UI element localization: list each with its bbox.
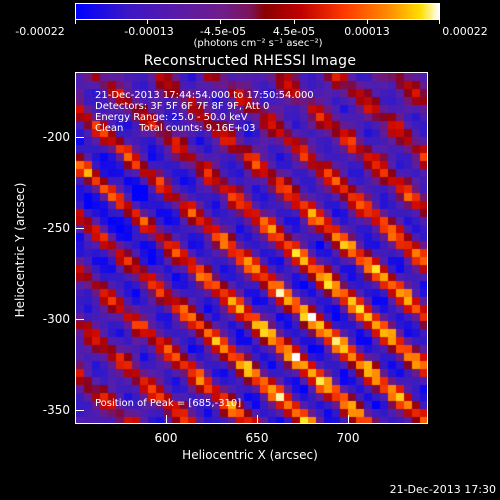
colorbar-tick-label: -4.5e-05 bbox=[199, 25, 247, 38]
colorbar-tick-label: 0.00013 bbox=[344, 25, 390, 38]
x-tick-label: 650 bbox=[245, 431, 269, 445]
x-axis-label: Heliocentric X (arcsec) bbox=[182, 448, 318, 462]
time-range-annotation: 21-Dec-2013 17:44:54.000 to 17:50:54.000 bbox=[95, 90, 314, 101]
colorbar-tick-label: -0.00013 bbox=[124, 25, 174, 38]
colorbar-tick bbox=[439, 20, 440, 24]
heatmap-image bbox=[76, 73, 427, 423]
x-tick bbox=[348, 415, 349, 423]
colorbar-tick bbox=[294, 20, 295, 24]
y-tick bbox=[76, 137, 84, 138]
footer-timestamp: 21-Dec-2013 17:30 bbox=[389, 483, 496, 496]
clean-counts-annotation: Clean Total counts: 9.16E+03 bbox=[95, 123, 256, 134]
y-tick-label: -250 bbox=[42, 221, 70, 235]
colorbar-tick bbox=[220, 20, 221, 24]
y-tick bbox=[76, 410, 84, 411]
colorbar-tick-label: 0.00022 bbox=[442, 25, 488, 38]
y-tick bbox=[76, 228, 84, 229]
colorbar-tick bbox=[75, 20, 76, 24]
y-tick-label: -300 bbox=[42, 312, 70, 326]
colorbar-tick-label: -0.00022 bbox=[15, 25, 65, 38]
colorbar-units: (photons cm⁻² s⁻¹ asec⁻²) bbox=[193, 38, 323, 49]
colorbar-tick-label: 4.5e-05 bbox=[272, 25, 316, 38]
plot-title: Reconstructed RHESSI Image bbox=[143, 53, 357, 69]
y-tick-label: -200 bbox=[42, 130, 70, 144]
colorbar bbox=[75, 3, 440, 20]
y-tick bbox=[76, 319, 84, 320]
y-tick-label: -350 bbox=[42, 403, 70, 417]
x-tick bbox=[166, 415, 167, 423]
image-plot: 21-Dec-2013 17:44:54.000 to 17:50:54.000… bbox=[75, 72, 428, 424]
energy-range-annotation: Energy Range: 25.0 - 50.0 keV bbox=[95, 112, 248, 123]
colorbar-tick bbox=[367, 20, 368, 24]
x-tick bbox=[257, 415, 258, 423]
colorbar-tick bbox=[147, 20, 148, 24]
detectors-annotation: Detectors: 3F 5F 6F 7F 8F 9F, Att 0 bbox=[95, 101, 270, 112]
x-tick-label: 700 bbox=[336, 431, 360, 445]
x-tick-label: 600 bbox=[154, 431, 178, 445]
y-axis-label: Heliocentric Y (arcsec) bbox=[13, 182, 27, 318]
peak-position-annotation: Position of Peak = [685,-310] bbox=[95, 398, 242, 409]
